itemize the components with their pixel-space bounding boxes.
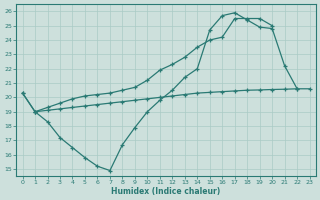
X-axis label: Humidex (Indice chaleur): Humidex (Indice chaleur) [111, 187, 221, 196]
